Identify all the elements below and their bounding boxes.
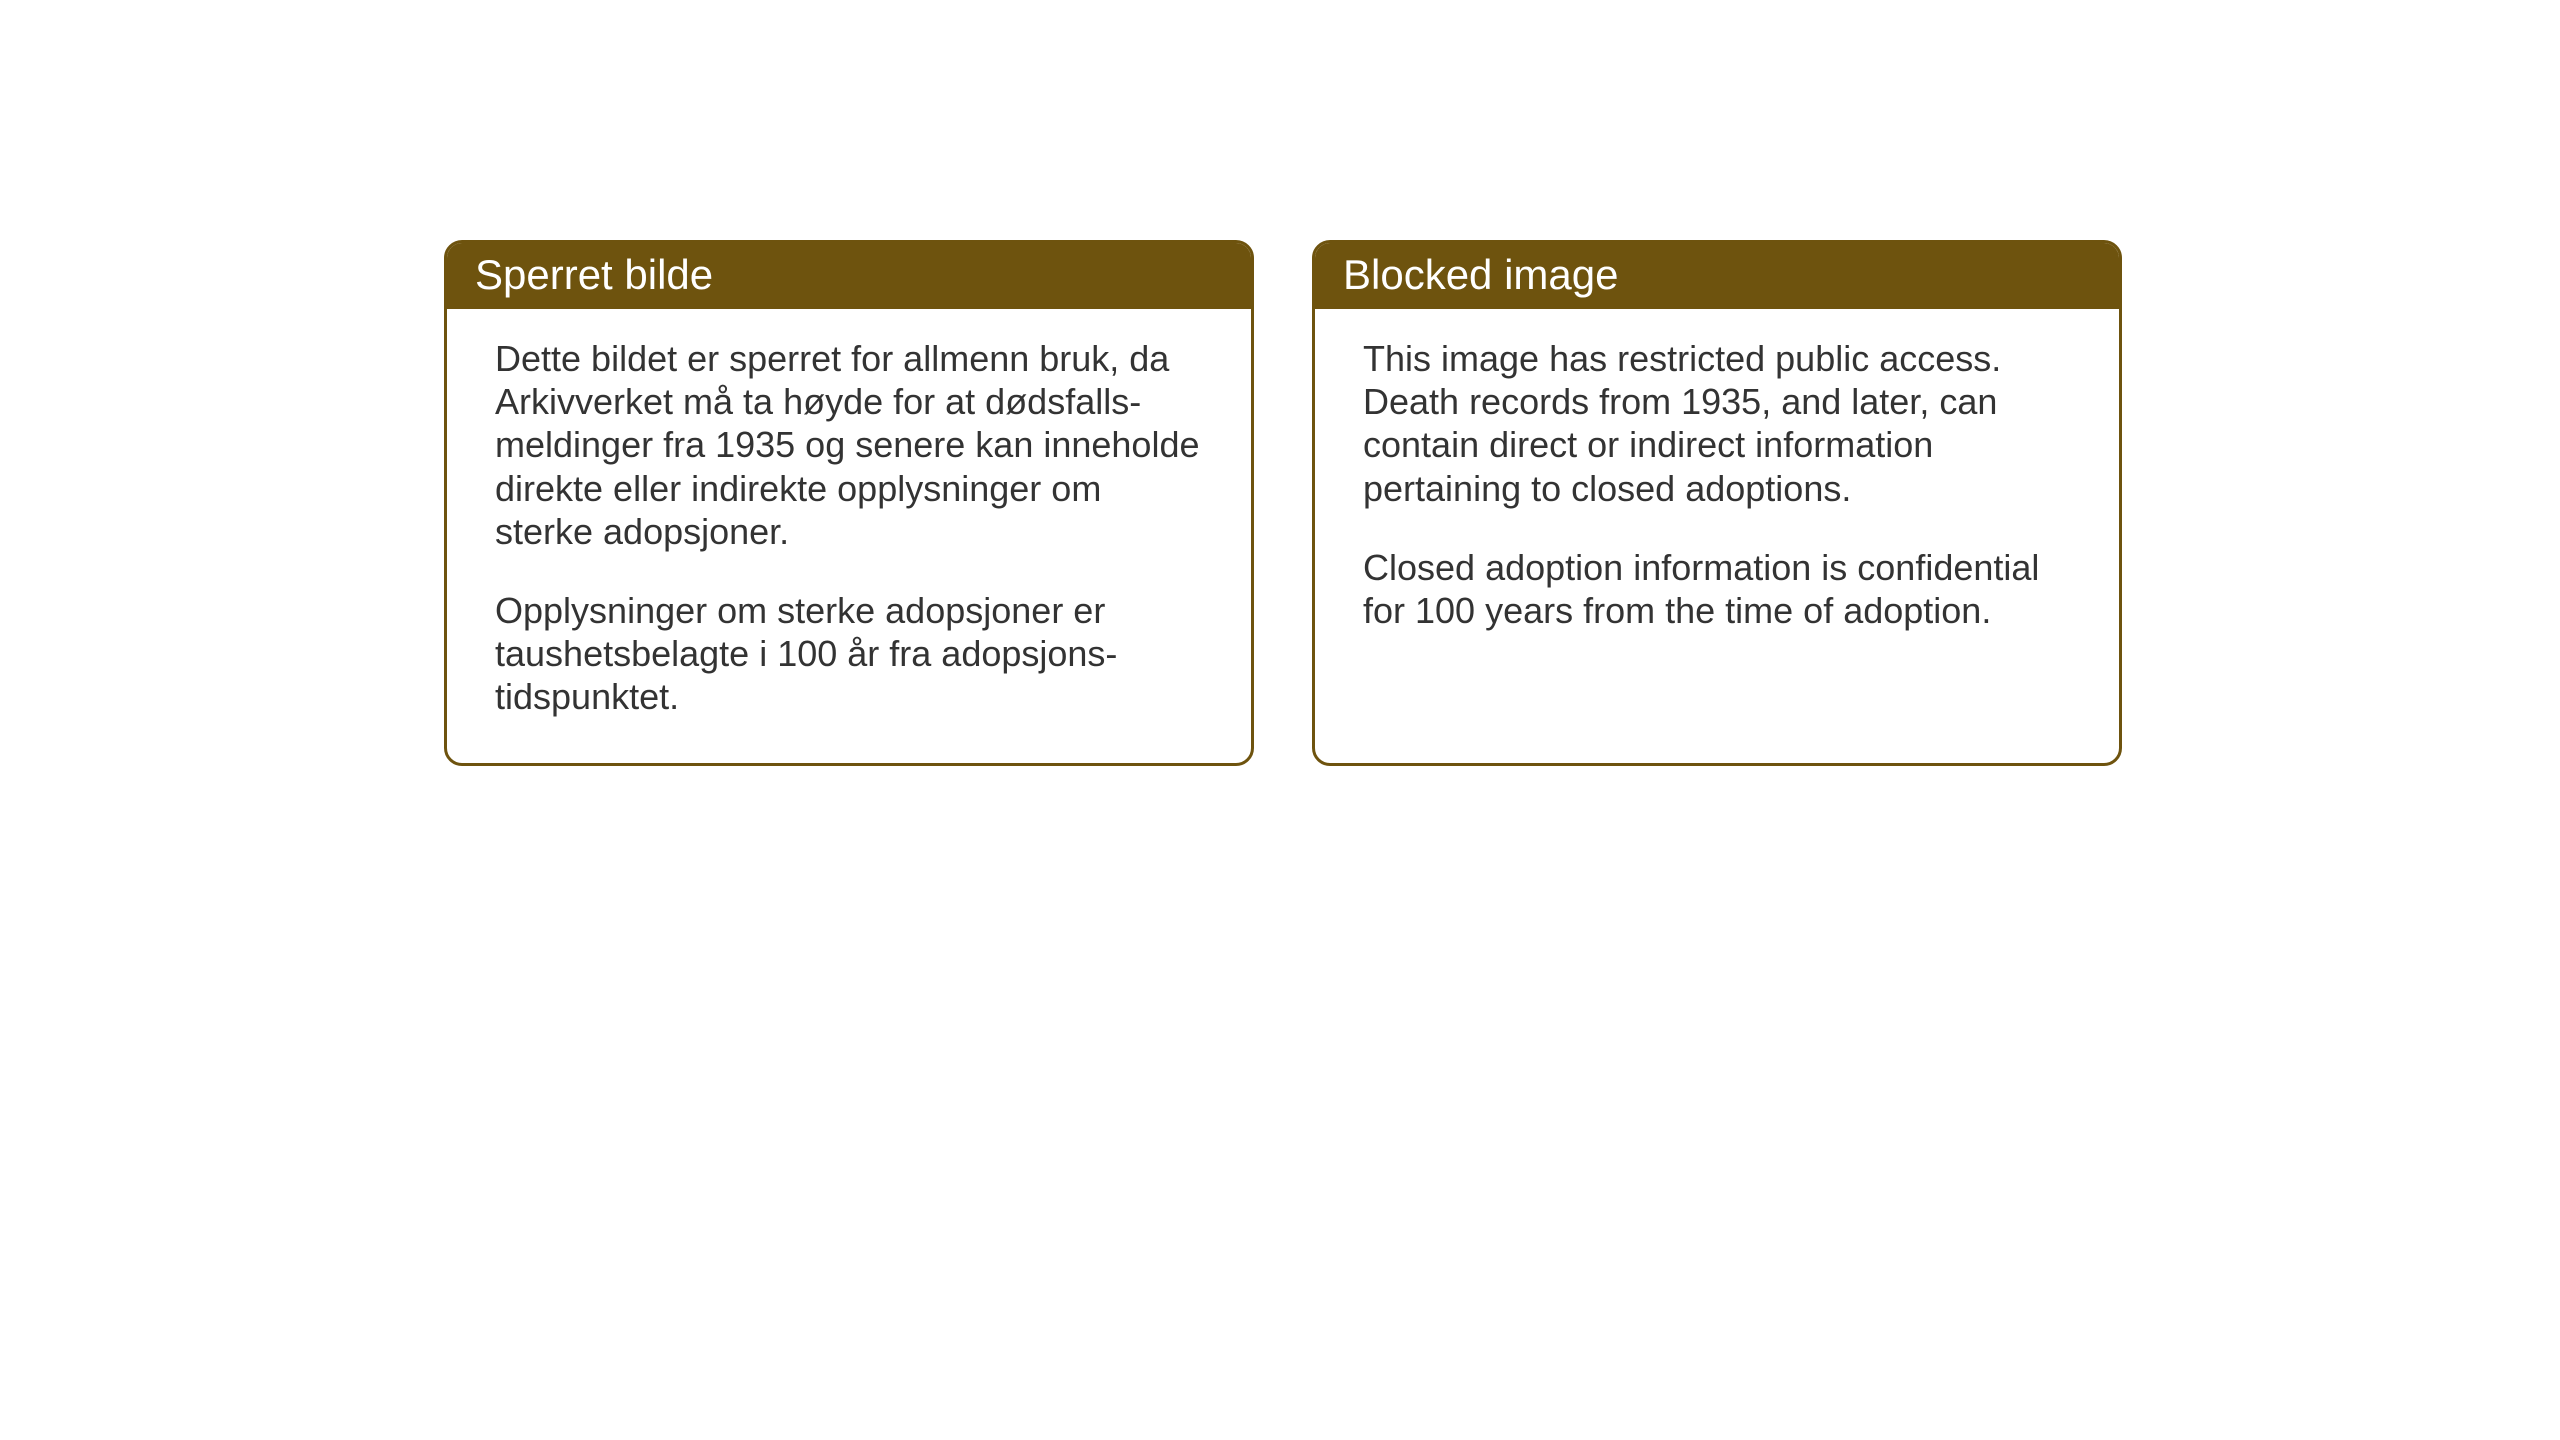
- notice-header-english: Blocked image: [1315, 243, 2119, 309]
- notice-container: Sperret bilde Dette bildet er sperret fo…: [444, 240, 2122, 766]
- notice-paragraph: Dette bildet er sperret for allmenn bruk…: [495, 337, 1203, 553]
- notice-box-norwegian: Sperret bilde Dette bildet er sperret fo…: [444, 240, 1254, 766]
- notice-body-english: This image has restricted public access.…: [1315, 309, 2119, 720]
- notice-paragraph: Closed adoption information is confident…: [1363, 546, 2071, 632]
- notice-paragraph: This image has restricted public access.…: [1363, 337, 2071, 510]
- notice-box-english: Blocked image This image has restricted …: [1312, 240, 2122, 766]
- notice-header-norwegian: Sperret bilde: [447, 243, 1251, 309]
- notice-paragraph: Opplysninger om sterke adopsjoner er tau…: [495, 589, 1203, 719]
- notice-body-norwegian: Dette bildet er sperret for allmenn bruk…: [447, 309, 1251, 763]
